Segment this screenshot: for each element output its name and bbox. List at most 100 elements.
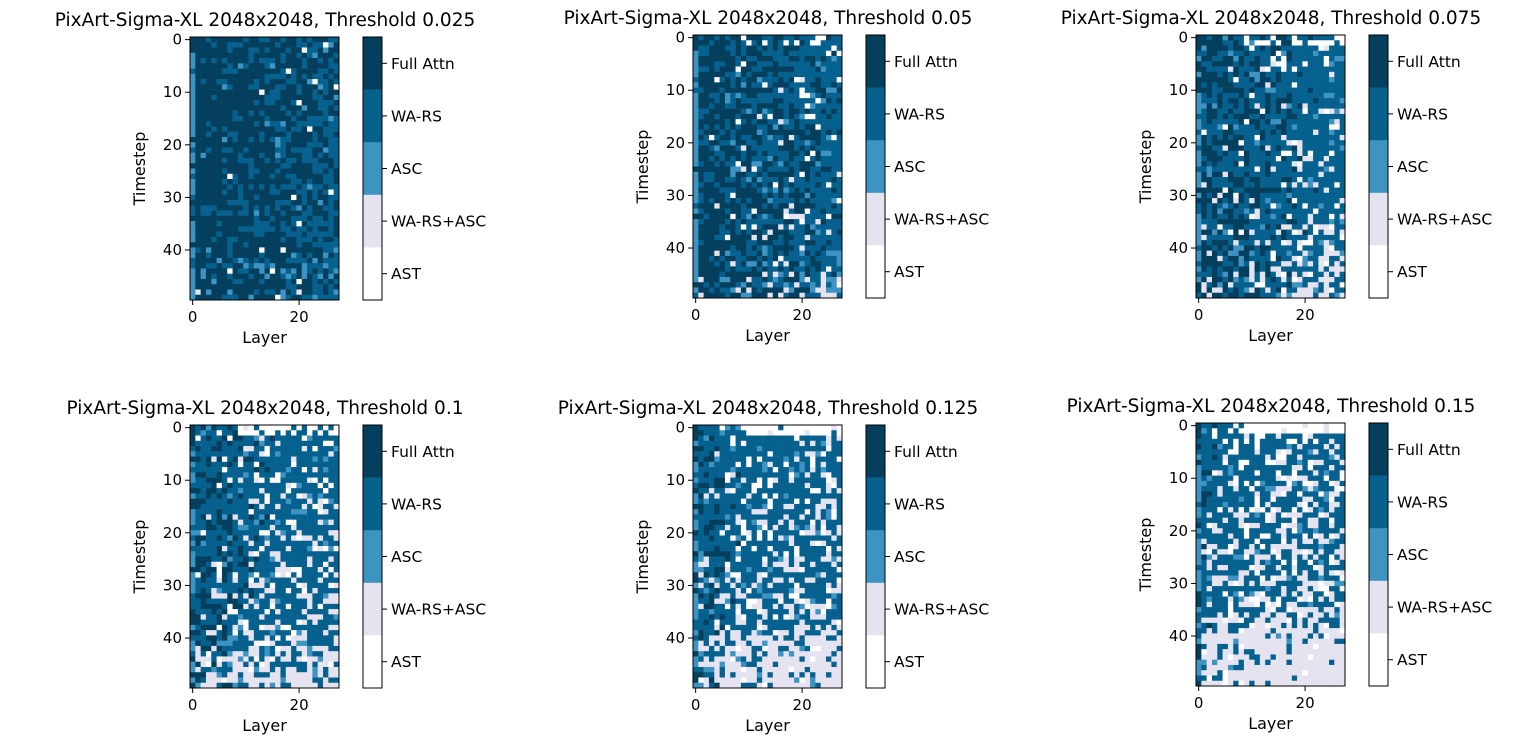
heatmap-cell — [810, 287, 816, 294]
heatmap-cell — [1233, 229, 1239, 236]
heatmap-cell — [264, 493, 271, 499]
heatmap-cell — [317, 131, 324, 138]
heatmap-cell — [1222, 77, 1229, 83]
heatmap-cell — [205, 179, 212, 185]
heatmap-cell — [328, 472, 334, 478]
y-tick-label: 30 — [666, 186, 685, 204]
heatmap-cell — [216, 152, 223, 159]
heatmap-cell — [1323, 171, 1330, 178]
heatmap-cell — [275, 157, 281, 164]
heatmap-cell — [243, 430, 249, 436]
heatmap-cell — [291, 263, 297, 269]
heatmap-cell — [730, 234, 736, 241]
heatmap-cell — [693, 82, 699, 88]
heatmap-cell — [264, 215, 271, 222]
heatmap-cell — [1233, 166, 1239, 173]
heatmap-cell — [259, 482, 265, 489]
heatmap-cell — [312, 236, 319, 243]
heatmap-cell — [237, 477, 244, 484]
heatmap-cell — [740, 166, 747, 173]
heatmap-cell — [1196, 61, 1202, 67]
heatmap-cell — [333, 446, 340, 452]
heatmap-cell — [1206, 134, 1213, 141]
heatmap-cell — [323, 430, 329, 436]
heatmap-cell — [788, 287, 795, 294]
heatmap-cell — [1286, 287, 1293, 294]
heatmap-cell — [1339, 255, 1346, 262]
heatmap-cell — [836, 208, 843, 215]
heatmap-cell — [1281, 45, 1287, 52]
heatmap-cell — [703, 66, 710, 73]
heatmap-cell — [216, 461, 223, 468]
heatmap-cell — [740, 271, 747, 278]
heatmap-cell — [323, 509, 329, 515]
heatmap-cell — [1227, 98, 1234, 104]
heatmap-cell — [1318, 124, 1325, 130]
heatmap-cell — [205, 472, 212, 478]
heatmap-cell — [804, 71, 811, 78]
heatmap-cell — [296, 210, 303, 217]
heatmap-cell — [804, 250, 811, 257]
heatmap-cell — [1339, 177, 1346, 183]
heatmap-cell — [788, 134, 795, 141]
heatmap-cell — [253, 289, 260, 296]
heatmap-cell — [312, 58, 319, 64]
heatmap-cell — [317, 482, 324, 489]
heatmap-cell — [719, 56, 726, 62]
heatmap-cell — [1275, 234, 1282, 241]
heatmap-cell — [259, 110, 265, 117]
heatmap-cell — [1217, 203, 1223, 209]
heatmap-cell — [1254, 71, 1261, 78]
heatmap-cell — [746, 56, 752, 62]
heatmap-cell — [1318, 145, 1325, 152]
heatmap-cell — [698, 150, 704, 157]
heatmap-cell — [778, 98, 784, 104]
heatmap-cell — [243, 503, 249, 510]
heatmap-cell — [820, 208, 827, 215]
heatmap-cell — [190, 252, 196, 259]
heatmap-cell — [195, 184, 201, 190]
heatmap-cell — [232, 456, 239, 463]
heatmap-cell — [1307, 56, 1314, 62]
heatmap-cell — [772, 124, 779, 130]
heatmap-cell — [301, 247, 308, 253]
heatmap-cell — [237, 163, 244, 169]
heatmap-cell — [1243, 124, 1250, 130]
heatmap-cell — [799, 276, 806, 283]
heatmap-cell — [714, 234, 720, 241]
heatmap-cell — [243, 524, 249, 531]
heatmap-cell — [1243, 187, 1250, 194]
heatmap-cell — [221, 472, 228, 478]
heatmap-cell — [317, 545, 324, 552]
heatmap-cell — [740, 103, 747, 109]
heatmap-cell — [280, 461, 287, 468]
heatmap-cell — [264, 58, 271, 64]
heatmap-cell — [211, 205, 217, 211]
heatmap-cell — [312, 519, 319, 526]
heatmap-cell — [724, 119, 731, 125]
heatmap-cell — [1286, 203, 1293, 209]
heatmap-cell — [227, 73, 233, 80]
heatmap-cell — [831, 61, 837, 67]
heatmap-cell — [1217, 87, 1223, 94]
heatmap-cell — [740, 224, 747, 230]
heatmap-cell — [248, 456, 255, 463]
heatmap-cell — [253, 425, 260, 431]
heatmap-cell — [1259, 282, 1266, 288]
heatmap-cell — [280, 58, 287, 64]
heatmap-cell — [275, 163, 281, 169]
heatmap-cell — [772, 155, 779, 162]
heatmap-cell — [1238, 103, 1245, 109]
heatmap-cell — [820, 108, 827, 115]
heatmap-cell — [1281, 77, 1287, 83]
heatmap-cell — [788, 177, 795, 183]
heatmap-cell — [1286, 171, 1293, 178]
heatmap-cell — [312, 168, 319, 175]
heatmap-cell — [831, 150, 837, 157]
heatmap-cell — [1222, 261, 1229, 267]
heatmap-cell — [237, 63, 244, 69]
heatmap-cell — [312, 42, 319, 48]
heatmap-cell — [1259, 98, 1266, 104]
heatmap-cell — [243, 451, 249, 457]
heatmap-cell — [296, 115, 303, 122]
